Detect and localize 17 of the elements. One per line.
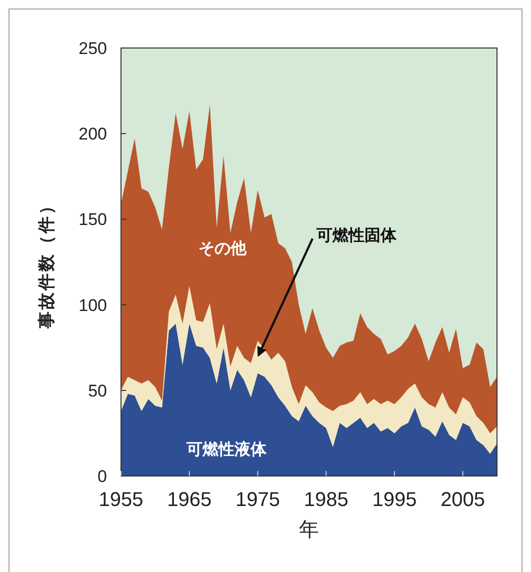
- y-tick-label: 50: [88, 381, 107, 400]
- y-axis-title: 事故件数（件）: [37, 196, 56, 330]
- y-tick-label: 200: [78, 124, 107, 144]
- y-tick-label: 100: [78, 296, 107, 315]
- y-tick-label: 150: [78, 210, 107, 230]
- x-tick-label: 1975: [235, 489, 280, 511]
- x-tick-label: 1965: [167, 489, 212, 511]
- y-tick-label: 250: [78, 39, 107, 58]
- x-tick-label: 1955: [98, 489, 144, 511]
- x-tick-label: 1985: [304, 489, 348, 511]
- series-label: 可燃性液体: [185, 440, 268, 459]
- x-tick-label: 2005: [440, 489, 486, 511]
- text: 可燃性固体: [316, 226, 398, 245]
- y-tick-label: 0: [98, 467, 107, 486]
- series-label: その他: [198, 239, 248, 258]
- x-tick-label: 1995: [372, 489, 417, 511]
- x-axis-title: 年: [299, 519, 319, 541]
